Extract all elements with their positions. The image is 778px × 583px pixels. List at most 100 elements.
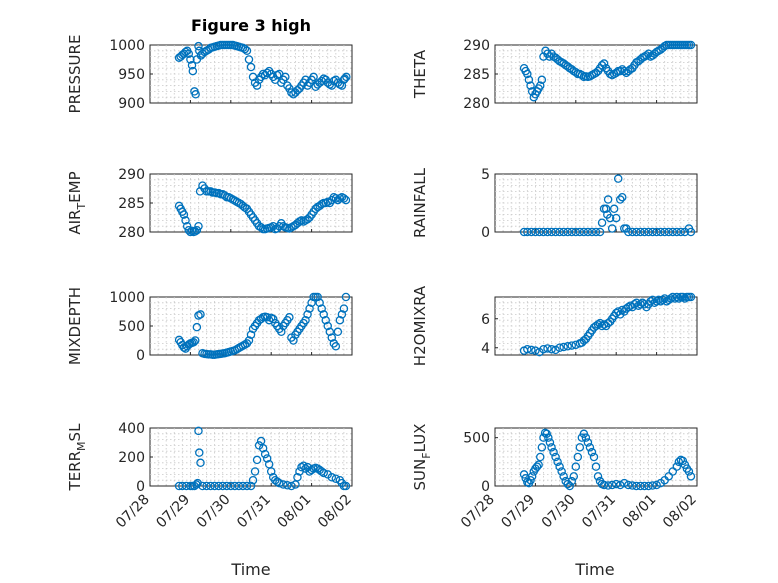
series-markers bbox=[174, 292, 351, 359]
y-axis-label-subscript: F bbox=[420, 452, 433, 458]
data-point bbox=[547, 443, 556, 452]
data-point bbox=[242, 46, 252, 56]
x-tick-label: 07/29 bbox=[153, 492, 193, 532]
data-point bbox=[537, 75, 547, 85]
data-point bbox=[652, 227, 661, 237]
data-point bbox=[565, 481, 574, 491]
data-point bbox=[539, 344, 548, 354]
x-tick-label: 07/31 bbox=[234, 492, 274, 532]
data-point bbox=[559, 472, 568, 481]
y-axis-label-main: MIXDEPTH bbox=[66, 287, 84, 365]
data-point bbox=[187, 226, 197, 236]
data-point bbox=[186, 55, 195, 64]
data-point bbox=[191, 90, 200, 99]
data-point bbox=[293, 473, 302, 482]
y-axis-label: PRESSURE bbox=[66, 35, 84, 114]
data-point bbox=[555, 462, 564, 471]
data-point bbox=[599, 59, 609, 68]
data-point bbox=[230, 481, 240, 491]
y-tick-label: 400 bbox=[118, 421, 145, 437]
data-point bbox=[277, 327, 286, 337]
data-point bbox=[281, 72, 290, 82]
y-axis-label-main: TERR bbox=[66, 451, 84, 492]
data-point bbox=[287, 481, 296, 491]
data-point bbox=[526, 475, 535, 485]
data-point bbox=[325, 327, 335, 337]
y-axis-label-suffix: LUX bbox=[411, 424, 429, 453]
data-point bbox=[628, 227, 637, 237]
data-point bbox=[523, 344, 532, 354]
data-point bbox=[672, 227, 682, 237]
data-point bbox=[535, 452, 545, 462]
data-point bbox=[668, 227, 678, 237]
data-point bbox=[555, 343, 564, 352]
x-tick-label: 08/01 bbox=[275, 492, 315, 532]
series-markers bbox=[519, 174, 696, 237]
data-point bbox=[196, 310, 205, 319]
data-point bbox=[331, 474, 341, 483]
data-point bbox=[581, 433, 591, 442]
x-tick-label: 07/28 bbox=[113, 492, 153, 532]
data-point bbox=[571, 462, 581, 471]
x-tick-label: 07/28 bbox=[458, 492, 498, 532]
data-point bbox=[256, 223, 266, 232]
data-point bbox=[262, 68, 272, 78]
y-axis-label: RAINFALL bbox=[411, 167, 429, 238]
data-point bbox=[658, 295, 667, 305]
data-point bbox=[260, 449, 270, 459]
y-tick-label: 1000 bbox=[109, 38, 145, 54]
y-axis-label-main: RAINFALL bbox=[411, 167, 429, 238]
data-point bbox=[613, 174, 623, 183]
data-point bbox=[660, 227, 669, 237]
data-point bbox=[214, 481, 223, 491]
y-axis-label: AIRTEMP bbox=[66, 171, 88, 234]
data-point bbox=[593, 472, 603, 481]
data-point bbox=[615, 480, 625, 490]
data-point bbox=[196, 458, 205, 468]
data-point bbox=[611, 479, 621, 489]
panel-theta: 280 285 290 THETA bbox=[411, 38, 698, 112]
data-point bbox=[678, 292, 688, 302]
x-axis-label-right: Time bbox=[574, 560, 614, 579]
x-tick-label: 08/02 bbox=[315, 492, 355, 532]
data-point bbox=[607, 224, 617, 233]
data-point bbox=[301, 315, 310, 325]
data-point bbox=[202, 481, 211, 491]
data-point bbox=[591, 462, 601, 471]
panel-pressure: 900 950 1000 PRESSURE bbox=[66, 35, 353, 114]
y-tick-label: 900 bbox=[118, 96, 145, 112]
x-tick-label: 07/30 bbox=[539, 492, 579, 532]
data-point bbox=[644, 227, 653, 237]
y-axis-label-suffix: SL bbox=[66, 423, 84, 442]
data-point bbox=[567, 341, 577, 350]
data-point bbox=[672, 462, 682, 471]
data-point bbox=[262, 454, 272, 463]
data-point bbox=[537, 443, 547, 452]
series-markers bbox=[174, 181, 351, 237]
x-tick-label: 08/01 bbox=[620, 492, 660, 532]
data-point bbox=[656, 227, 665, 237]
data-point bbox=[234, 481, 244, 491]
data-point bbox=[630, 299, 639, 309]
data-point bbox=[531, 346, 540, 355]
panel-rainfall: 0 5 RAINFALL bbox=[411, 167, 698, 241]
data-point bbox=[179, 210, 189, 219]
data-point bbox=[319, 468, 328, 478]
data-point bbox=[646, 297, 655, 306]
data-point bbox=[341, 195, 351, 205]
y-axis-label-main: THETA bbox=[411, 49, 429, 99]
data-point bbox=[618, 192, 627, 202]
data-point bbox=[317, 304, 326, 313]
data-point bbox=[539, 227, 548, 237]
panel-air: 280 285 290 AIRTEMP bbox=[66, 167, 353, 241]
data-point bbox=[341, 481, 351, 491]
data-point bbox=[563, 342, 572, 351]
data-point bbox=[527, 472, 537, 481]
data-point bbox=[672, 292, 682, 302]
data-point bbox=[632, 481, 641, 491]
y-tick-label: 285 bbox=[118, 196, 145, 212]
data-point bbox=[583, 227, 593, 237]
data-point bbox=[222, 481, 232, 491]
data-point bbox=[309, 72, 318, 82]
